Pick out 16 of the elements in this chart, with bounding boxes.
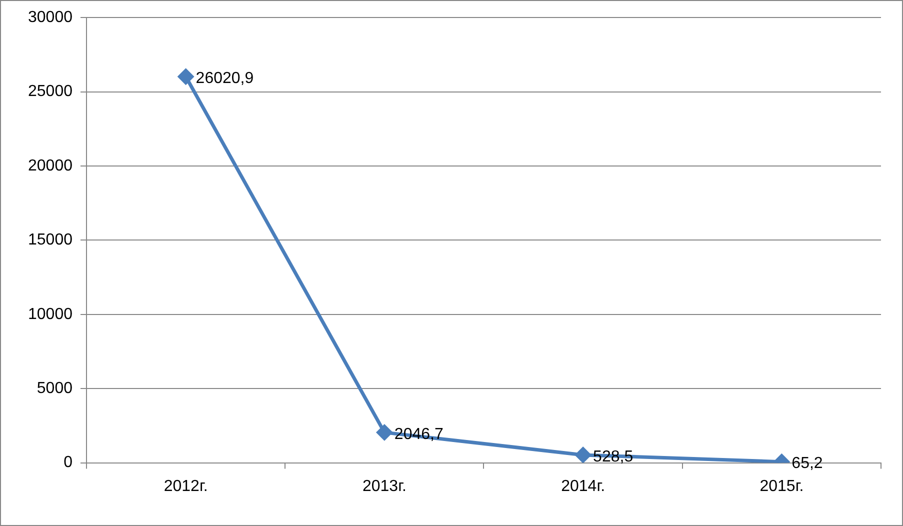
y-tick-label: 20000	[28, 157, 73, 174]
x-tick-label: 2015г.	[760, 478, 804, 495]
y-tick-label: 0	[64, 454, 73, 472]
x-tick-label: 2013г.	[362, 478, 406, 495]
y-tick-label: 5000	[36, 380, 73, 398]
data-label: 26020,9	[196, 70, 254, 88]
point	[376, 424, 392, 440]
y-tick-label: 10000	[28, 306, 73, 323]
x-tick-label: 2012г.	[164, 478, 208, 495]
data-label: 65,2	[792, 455, 823, 472]
y-tick-label: 15000	[28, 232, 73, 249]
y-tick-label: 25000	[28, 83, 73, 100]
y-tick-label: 30000	[28, 9, 73, 26]
point	[178, 68, 194, 84]
x-tick-label: 2014г.	[561, 478, 606, 495]
point	[575, 447, 591, 463]
